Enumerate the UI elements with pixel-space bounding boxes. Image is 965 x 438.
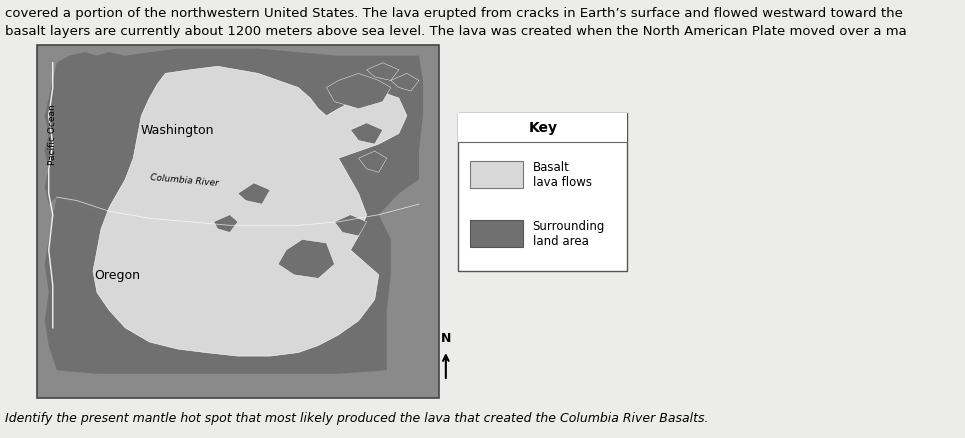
Bar xyxy=(37,46,439,399)
Text: N: N xyxy=(441,331,451,344)
Text: covered a portion of the northwestern United States. The lava erupted from crack: covered a portion of the northwestern Un… xyxy=(5,7,902,20)
Text: Key: Key xyxy=(528,121,558,135)
Polygon shape xyxy=(359,152,387,173)
Polygon shape xyxy=(391,74,419,92)
Bar xyxy=(458,114,627,142)
Polygon shape xyxy=(367,64,399,81)
Text: Columbia River: Columbia River xyxy=(150,173,219,187)
Bar xyxy=(470,220,523,247)
Text: Basalt
lava flows: Basalt lava flows xyxy=(533,161,592,189)
Polygon shape xyxy=(335,215,367,237)
Polygon shape xyxy=(44,198,391,374)
Text: Identify the present mantle hot spot that most likely produced the lava that cre: Identify the present mantle hot spot tha… xyxy=(5,410,708,424)
Polygon shape xyxy=(237,184,270,205)
Text: Washington: Washington xyxy=(141,124,214,137)
Polygon shape xyxy=(278,240,335,279)
Bar xyxy=(470,161,523,188)
Text: basalt layers are currently about 1200 meters above sea level. The lava was crea: basalt layers are currently about 1200 m… xyxy=(5,25,906,39)
Bar xyxy=(458,114,627,272)
Text: Surrounding
land area: Surrounding land area xyxy=(533,220,605,248)
Polygon shape xyxy=(44,49,423,226)
Text: Pacific Ocean: Pacific Ocean xyxy=(48,104,57,164)
Polygon shape xyxy=(93,67,407,356)
Polygon shape xyxy=(326,74,391,110)
Polygon shape xyxy=(350,124,383,145)
Text: Oregon: Oregon xyxy=(95,268,140,282)
Polygon shape xyxy=(213,215,237,233)
